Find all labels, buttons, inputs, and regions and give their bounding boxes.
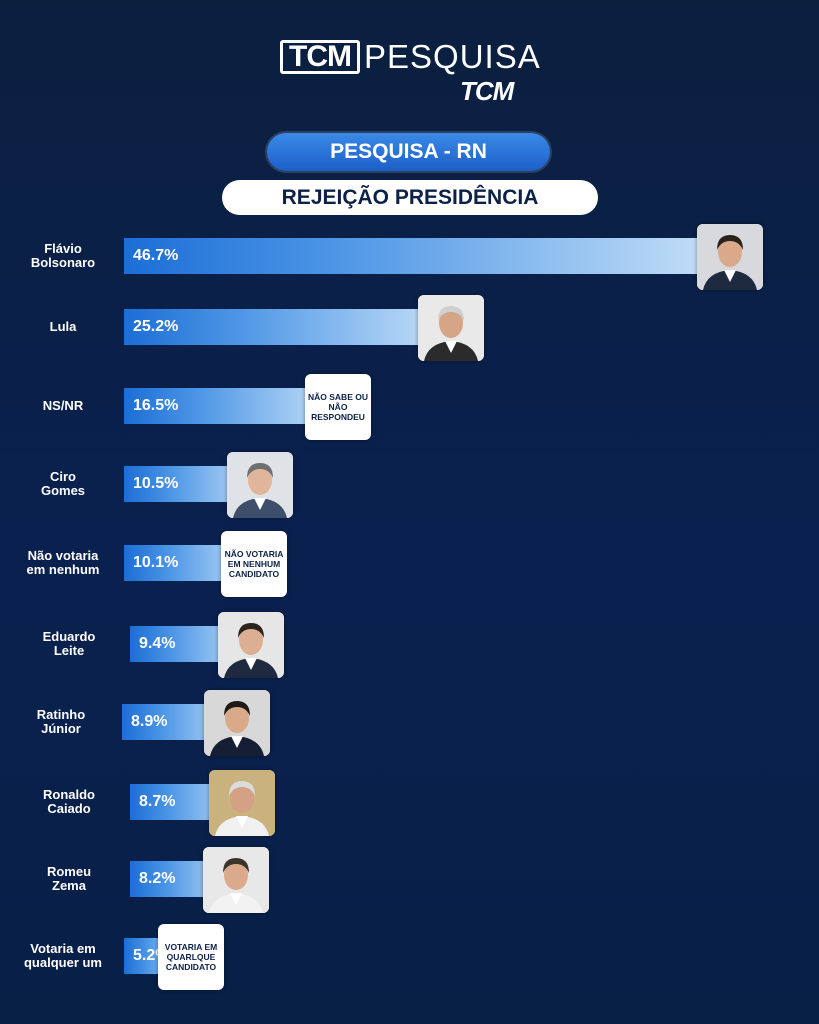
person-icon — [218, 612, 284, 678]
data-label: 8.2% — [139, 870, 176, 887]
logo: TCM PESQUISA TCM — [280, 38, 550, 108]
person-icon — [227, 452, 293, 518]
data-label: 10.5% — [133, 475, 179, 492]
data-label: 25.2% — [133, 318, 179, 335]
candidate-photo — [218, 612, 284, 678]
logo-pesquisa: PESQUISA — [364, 38, 541, 75]
category-label: Romeu Zema — [46, 864, 92, 893]
bar: 16.5% — [124, 388, 339, 424]
bar: 25.2% — [124, 309, 452, 345]
person-icon — [203, 847, 269, 913]
person-icon — [418, 295, 484, 361]
data-label: 8.9% — [131, 713, 168, 730]
candidate-photo — [209, 770, 275, 836]
candidate-photo — [418, 295, 484, 361]
category-label: Votaria em qualquer um — [23, 941, 102, 970]
answer-badge: VOTARIA EM QUARLQUE CANDIDATO — [158, 924, 224, 990]
category-label: Eduardo Leite — [42, 629, 96, 658]
category-label: Ronaldo Caiado — [43, 787, 95, 816]
category-label: NS/NR — [42, 398, 84, 413]
person-icon — [209, 770, 275, 836]
logo-tcm-box: TCM — [280, 40, 360, 74]
person-icon — [697, 224, 763, 290]
category-label: Lula — [49, 319, 77, 334]
candidate-photo — [203, 847, 269, 913]
subtitle-pill: PESQUISA - RN — [267, 133, 550, 171]
category-label: Ratinho Júnior — [36, 707, 86, 736]
candidate-photo — [204, 690, 270, 756]
data-label: 46.7% — [133, 247, 179, 264]
logo-tcm-sub: TCM — [460, 76, 514, 106]
data-label: 16.5% — [133, 397, 179, 414]
chart-title: REJEIÇÃO PRESIDÊNCIA — [222, 180, 598, 215]
data-label: 9.4% — [139, 635, 176, 652]
category-label: Ciro Gomes — [40, 469, 86, 498]
candidate-photo — [227, 452, 293, 518]
data-label: 8.7% — [139, 793, 176, 810]
data-label: 10.1% — [133, 554, 179, 571]
person-icon — [204, 690, 270, 756]
answer-badge: NÃO VOTARIA EM NENHUM CANDIDATO — [221, 531, 287, 597]
category-label: Flávio Bolsonaro — [30, 241, 96, 270]
category-label: Não votaria em nenhum — [26, 548, 100, 577]
answer-badge: NÃO SABE OU NÃO RESPONDEU — [305, 374, 371, 440]
bar: 46.7% — [124, 238, 731, 274]
candidate-photo — [697, 224, 763, 290]
